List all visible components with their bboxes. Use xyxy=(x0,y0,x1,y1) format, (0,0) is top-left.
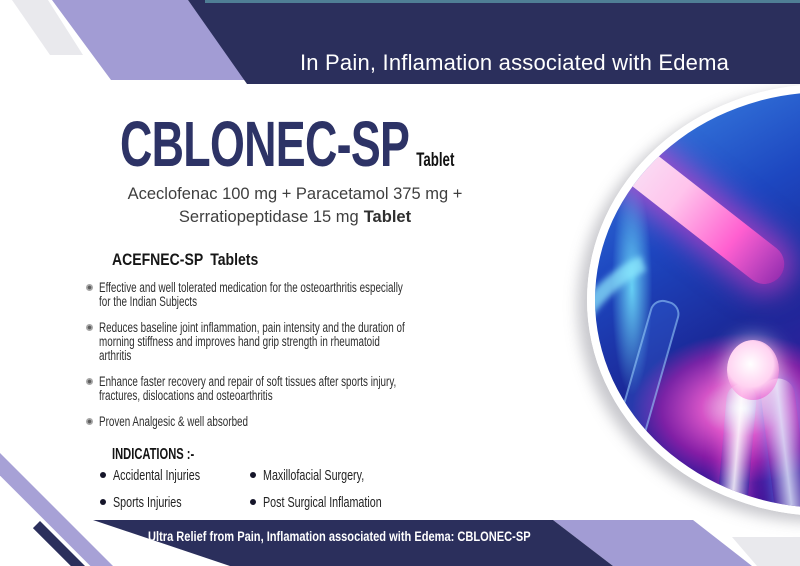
bullet-icon xyxy=(86,284,93,291)
list-item: Effective and well tolerated medication … xyxy=(86,281,606,309)
bullet-icon xyxy=(250,472,256,478)
indication-text: Accidental Injuries xyxy=(113,468,201,484)
top-banner-text: In Pain, Inflamation associated with Ede… xyxy=(300,50,730,75)
list-item: Accidental Injuries xyxy=(100,468,231,484)
bullet-icon xyxy=(86,324,93,331)
list-item: Proven Analgesic & well absorbed xyxy=(86,415,606,429)
list-item: Sports Injuries xyxy=(100,495,206,511)
patella-bone-shape xyxy=(727,340,779,400)
indications-heading: INDICATIONS :- xyxy=(112,446,195,463)
indication-text: Sports Injuries xyxy=(113,495,182,511)
product-title-row: CBLONEC-SP Tablet xyxy=(120,112,454,176)
product-form-label: Tablet xyxy=(416,150,455,171)
feature-text: Reduces baseline joint inflammation, pai… xyxy=(99,320,405,363)
indication-text: Maxillofacial Surgery, xyxy=(263,468,365,484)
composition-bold-suffix: Tablet xyxy=(363,208,412,226)
bullet-icon xyxy=(250,499,256,505)
bullet-icon xyxy=(86,378,93,385)
top-banner: In Pain, Inflamation associated with Ede… xyxy=(188,0,800,84)
indication-text: Post Surgical Inflamation xyxy=(263,495,382,511)
feature-text: Effective and well tolerated medication … xyxy=(99,280,403,309)
bullet-icon xyxy=(100,472,106,478)
composition-text: Aceclofenac 100 mg + Paracetamol 375 mg … xyxy=(60,183,530,229)
bullet-icon xyxy=(86,418,93,425)
feature-text: Proven Analgesic & well absorbed xyxy=(99,414,249,429)
product-name: CBLONEC-SP xyxy=(120,108,410,180)
knee-joint-xray-illustration xyxy=(587,84,800,516)
bottom-banner-text: Ultra Relief from Pain, Inflamation asso… xyxy=(148,529,531,544)
features-heading: ACEFNEC-SP Tablets xyxy=(112,251,259,269)
composition-main: Aceclofenac 100 mg + Paracetamol 375 mg … xyxy=(127,185,463,226)
bullet-icon xyxy=(100,499,106,505)
list-item: Reduces baseline joint inflammation, pai… xyxy=(86,321,606,363)
top-accent-line xyxy=(205,0,800,3)
list-item: Post Surgical Inflamation xyxy=(250,495,423,511)
feature-text: Enhance faster recovery and repair of so… xyxy=(99,374,397,403)
features-list: Effective and well tolerated medication … xyxy=(86,281,606,441)
list-item: Enhance faster recovery and repair of so… xyxy=(86,375,606,403)
list-item: Maxillofacial Surgery, xyxy=(250,468,400,484)
